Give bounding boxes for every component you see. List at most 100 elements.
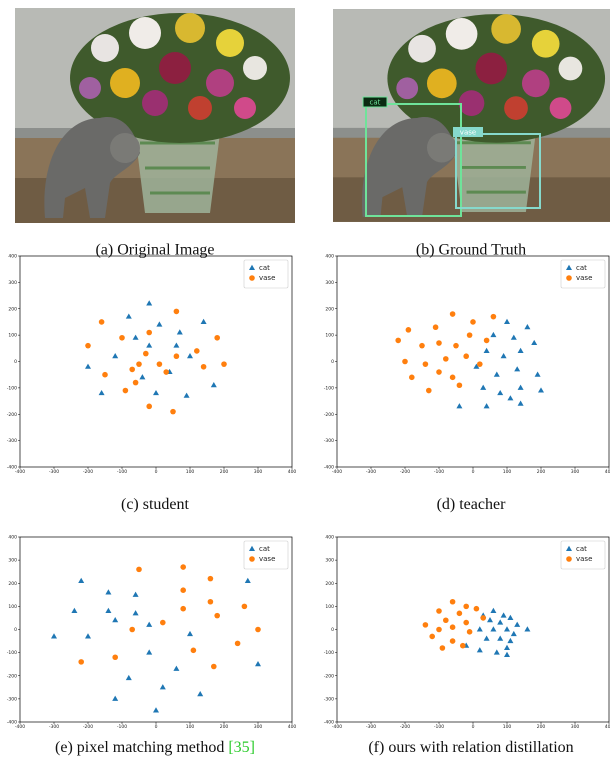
cat-point	[153, 707, 159, 712]
x-tick-label: 200	[537, 724, 546, 730]
x-tick-label: -300	[366, 469, 376, 475]
vase-point	[419, 343, 425, 349]
x-tick-label: -300	[366, 724, 376, 730]
cat-point	[494, 371, 500, 376]
cat-point	[99, 390, 105, 395]
vase-point	[423, 361, 429, 367]
y-tick-label: 400	[325, 254, 334, 260]
cat-point	[490, 332, 496, 337]
y-tick-label: 400	[325, 535, 334, 541]
vase-point	[453, 343, 459, 349]
y-tick-label: -200	[7, 673, 17, 679]
vase-point	[85, 343, 91, 349]
vase-point	[429, 634, 435, 640]
caption: (e) pixel matching method [35]	[55, 739, 255, 756]
legend-label: cat	[576, 264, 587, 272]
cat-point	[211, 382, 217, 387]
vase-point	[436, 340, 442, 346]
caption-text: (e) pixel matching method	[55, 739, 224, 756]
x-tick-label: -300	[49, 724, 59, 730]
x-tick-label: -200	[400, 724, 410, 730]
caption-text: (d) teacher	[437, 496, 507, 513]
x-tick-label: -200	[400, 469, 410, 475]
y-tick-label: 100	[8, 604, 17, 610]
cat-point	[112, 696, 118, 701]
cat-point	[490, 626, 496, 631]
cat-point	[78, 578, 84, 583]
vase-point	[402, 359, 408, 365]
legend-marker	[566, 556, 572, 562]
x-tick-label: 0	[472, 724, 475, 730]
vase-point	[214, 613, 220, 619]
x-tick-label: 300	[254, 469, 263, 475]
vase-point	[160, 620, 166, 626]
x-tick-label: 400	[288, 469, 297, 475]
vase-point	[112, 654, 118, 660]
x-tick-label: 400	[288, 724, 297, 730]
y-tick-label: -200	[324, 673, 334, 679]
cat-point	[524, 626, 530, 631]
cat-point	[484, 403, 490, 408]
y-tick-label: 300	[8, 558, 17, 564]
vase-point	[136, 361, 142, 367]
y-tick-label: -300	[7, 438, 17, 444]
cat-point	[146, 300, 152, 305]
cat-point	[105, 608, 111, 613]
x-tick-label: 300	[571, 469, 580, 475]
vase-point	[123, 388, 129, 394]
vase-point	[102, 372, 108, 378]
cat-point	[497, 619, 503, 624]
vase-point	[409, 375, 415, 381]
cat-point	[184, 393, 190, 398]
vase-point	[433, 324, 439, 330]
x-tick-label: -100	[117, 469, 127, 475]
vase-point	[480, 615, 486, 621]
cat-point	[535, 371, 541, 376]
cat-point	[156, 321, 162, 326]
x-tick-label: -100	[117, 724, 127, 730]
y-tick-label: 200	[8, 581, 17, 587]
vase-point	[423, 622, 429, 628]
vase-point	[467, 332, 473, 338]
y-tick-label: 400	[8, 535, 17, 541]
cat-point	[85, 633, 91, 638]
vase-point	[436, 627, 442, 633]
cat-point	[518, 401, 524, 406]
vase-point	[457, 382, 463, 388]
vase-point	[146, 330, 152, 336]
vase-point	[174, 309, 180, 315]
vase-point	[406, 327, 412, 333]
vase-point	[395, 338, 401, 344]
vase-point	[136, 567, 142, 573]
vase-point	[129, 627, 135, 633]
scatter-chart: -400-300-200-1000100200300400-400-300-20…	[324, 254, 610, 513]
cat-point	[126, 313, 132, 318]
x-tick-label: 100	[186, 469, 195, 475]
caption-text: (c) student	[121, 496, 190, 513]
y-tick-label: -100	[7, 385, 17, 391]
x-tick-label: -200	[83, 469, 93, 475]
legend-label: vase	[576, 274, 592, 282]
vase-point	[470, 319, 476, 325]
y-tick-label: 400	[8, 254, 17, 260]
cat-point	[255, 661, 261, 666]
cat-point	[501, 353, 507, 358]
legend-label: vase	[259, 274, 275, 282]
vase-point	[443, 617, 449, 623]
cat-point	[146, 649, 152, 654]
cat-point	[497, 636, 503, 641]
citation[interactable]: [35]	[228, 739, 255, 756]
caption: (d) teacher	[437, 496, 507, 513]
cat-point	[187, 631, 193, 636]
cat-point	[173, 342, 179, 347]
vase-point	[436, 608, 442, 614]
vase-point	[491, 314, 497, 320]
cat-point	[177, 329, 183, 334]
vase-point	[474, 606, 480, 612]
vase-point	[484, 338, 490, 344]
cat-point	[507, 638, 513, 643]
x-tick-label: -200	[83, 724, 93, 730]
vase-point	[457, 611, 463, 617]
vase-point	[235, 641, 241, 647]
y-tick-label: 200	[325, 306, 334, 312]
